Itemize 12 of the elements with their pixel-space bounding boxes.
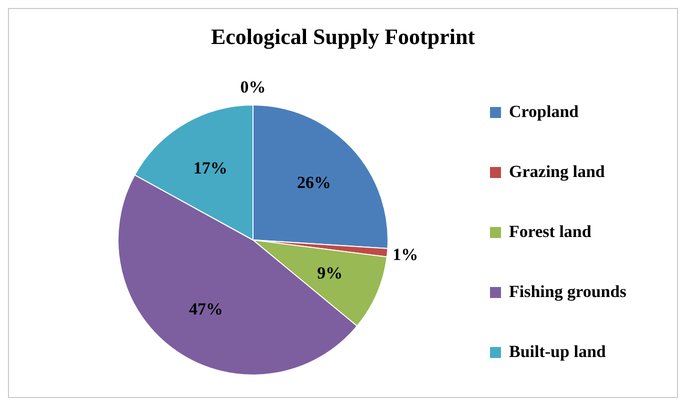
data-label: 26% [297, 173, 332, 192]
data-label: 1% [392, 244, 418, 264]
data-label: 9% [317, 264, 343, 283]
data-label: 47% [188, 300, 223, 319]
legend-label: Cropland [509, 102, 579, 122]
legend-label: Fishing grounds [509, 282, 626, 302]
chart-title: Ecological Supply Footprint [210, 24, 476, 50]
legend-label: Grazing land [509, 162, 605, 182]
text: 0% [240, 78, 266, 96]
data-label: 17% [193, 158, 228, 178]
legend-label: Built-up land [509, 342, 606, 362]
legend-label: Forest land [509, 222, 592, 242]
